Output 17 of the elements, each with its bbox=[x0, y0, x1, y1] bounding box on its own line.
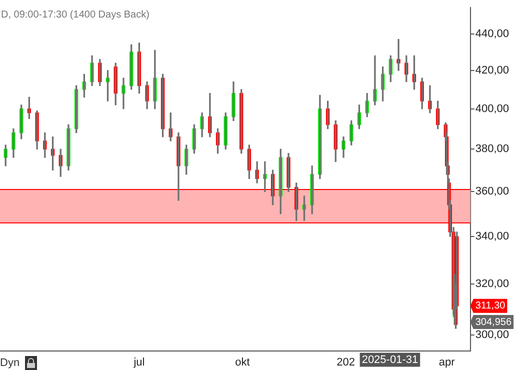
text: 2025-01-31 bbox=[362, 354, 418, 366]
x-tick-label: apr bbox=[438, 356, 456, 368]
y-tick-label: 380,00 bbox=[475, 143, 510, 156]
y-tick-label: 400,00 bbox=[475, 102, 510, 115]
chart-title: D, 09:00-17:30 (1400 Days Back) bbox=[1, 9, 150, 20]
y-tick-label: 440,00 bbox=[475, 28, 510, 40]
text: Dyn bbox=[0, 357, 20, 370]
x-tick-label: jul bbox=[132, 356, 145, 368]
x-tick-label: okt bbox=[235, 356, 250, 368]
y-tick-label: 320,00 bbox=[475, 278, 510, 290]
y-tick-label: 340,00 bbox=[475, 230, 510, 243]
x-tick-label: 202 bbox=[336, 356, 355, 368]
y-tick-label: 420,00 bbox=[475, 64, 510, 77]
y-tick-label: 300,00 bbox=[475, 328, 510, 341]
annotation: 311,30 bbox=[475, 300, 506, 312]
annotation: 304,956 bbox=[475, 316, 512, 328]
y-tick-label: 360,00 bbox=[475, 186, 510, 198]
